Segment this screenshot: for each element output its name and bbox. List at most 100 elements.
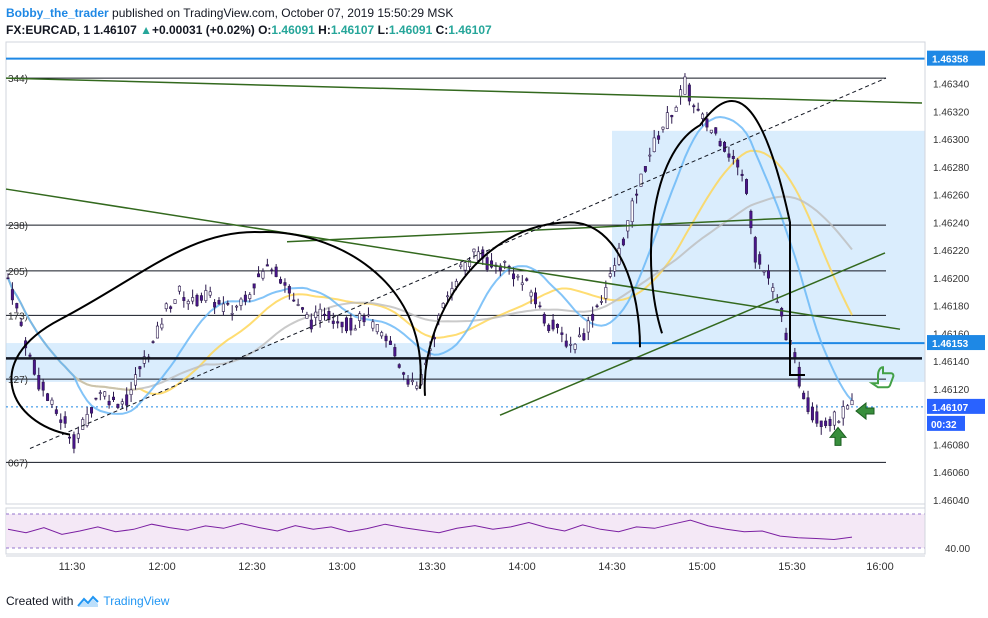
candle-body [10, 289, 14, 301]
symbol-label: FX:EURCAD, 1 [6, 23, 91, 37]
candle-body [160, 323, 164, 329]
candle-body [446, 295, 450, 298]
candle-body [692, 105, 696, 108]
support-zone [6, 343, 925, 382]
candle-body [815, 411, 819, 424]
candle-body [261, 271, 265, 279]
close-value: 1.46107 [448, 23, 492, 37]
countdown-tag [927, 415, 965, 431]
candle-body [731, 155, 735, 159]
open-label: O: [258, 23, 272, 37]
candle-body [107, 400, 111, 406]
candle-body [560, 332, 564, 335]
candle-body [542, 313, 546, 324]
candle-body [129, 389, 133, 395]
candle-body [208, 291, 212, 296]
time-tick-label: 13:30 [418, 561, 446, 573]
candle-body [182, 297, 186, 301]
candle-body [186, 300, 190, 305]
candle-body [301, 307, 305, 310]
candle-body [393, 347, 397, 357]
candle-body [37, 375, 41, 390]
candle-body [397, 364, 401, 368]
candle-body [94, 397, 98, 400]
price-tick-label: 1.46340 [933, 80, 970, 91]
candle-body [657, 135, 661, 140]
trendline-rising[interactable] [499, 252, 886, 416]
candle-body [331, 320, 335, 324]
high-label: H: [318, 23, 331, 37]
candle-body [116, 403, 120, 408]
level-label: 173) [8, 311, 28, 322]
trendline-top[interactable] [286, 217, 789, 243]
tradingview-brand[interactable]: TradingView [103, 594, 170, 608]
time-tick-label: 14:30 [598, 561, 626, 573]
candle-body [327, 310, 331, 320]
candle-body [415, 385, 419, 389]
up-arrow-marker-icon [828, 426, 848, 446]
thumbs-up-icon [868, 366, 895, 389]
candle-body [410, 380, 414, 383]
candle-body [213, 302, 217, 308]
candle-body [235, 305, 239, 308]
candle-body [322, 313, 326, 317]
footer: Created with TradingView [6, 594, 169, 608]
candle-body [336, 321, 340, 324]
candle-body [76, 433, 80, 439]
candle-body [841, 406, 845, 419]
candle-body [608, 273, 612, 277]
candle-body [665, 112, 669, 129]
trendline-descending[interactable] [5, 188, 901, 330]
price-tag-label: 1.46153 [932, 339, 969, 350]
rsi-band [6, 514, 925, 548]
candle-body [191, 297, 195, 302]
hand-drawn-curve [649, 100, 805, 376]
candle-body [520, 282, 524, 286]
candle-body [199, 295, 203, 301]
candle-body [643, 166, 647, 172]
candle-body [296, 304, 300, 306]
time-tick-label: 14:00 [508, 561, 536, 573]
time-tick-label: 13:00 [328, 561, 356, 573]
price-tick-label: 1.46320 [933, 107, 970, 118]
trendline-upper[interactable] [5, 77, 923, 104]
trendline-dashed[interactable] [29, 77, 887, 449]
candle-body [133, 374, 137, 386]
candle-body [406, 379, 410, 385]
price-chart[interactable]: 344) 238) 205) 173) 127) 067) 40.00 1.46340 1.… [0, 36, 988, 618]
price-tick-label: 1.46140 [933, 357, 970, 368]
time-tick-label: 12:30 [238, 561, 266, 573]
candle-body [230, 312, 234, 315]
candle-body [375, 324, 379, 333]
last-price: 1.46107 [93, 23, 137, 37]
candle-body [780, 308, 784, 317]
candle-body [292, 299, 296, 302]
candle-body [771, 287, 775, 292]
candle-body [850, 400, 854, 406]
countdown-label: 00:32 [931, 420, 957, 431]
rsi-line[interactable] [7, 519, 853, 541]
candle-body [824, 420, 828, 426]
price-tag-label: 1.46107 [932, 403, 969, 414]
candle-body [723, 141, 727, 152]
candle-body [459, 264, 463, 268]
candle-body [195, 294, 199, 307]
candle-body [727, 153, 731, 158]
candle-body [164, 303, 168, 310]
candle-body [50, 399, 54, 405]
candle-body [309, 319, 313, 330]
candle-body [28, 354, 32, 357]
hand-drawn-curve [423, 221, 641, 396]
candle-body [265, 264, 269, 267]
candle-body [349, 318, 353, 331]
candle-body [555, 323, 559, 328]
candle-body [591, 313, 595, 321]
low-label: L: [377, 23, 389, 37]
candle-body [90, 407, 94, 414]
author-name[interactable]: Bobby_the_trader [6, 6, 109, 20]
candle-body [41, 381, 45, 391]
moving-average-line[interactable] [7, 195, 853, 391]
candle-body [586, 320, 590, 333]
candle-body [221, 303, 225, 312]
candle-body [810, 406, 814, 421]
